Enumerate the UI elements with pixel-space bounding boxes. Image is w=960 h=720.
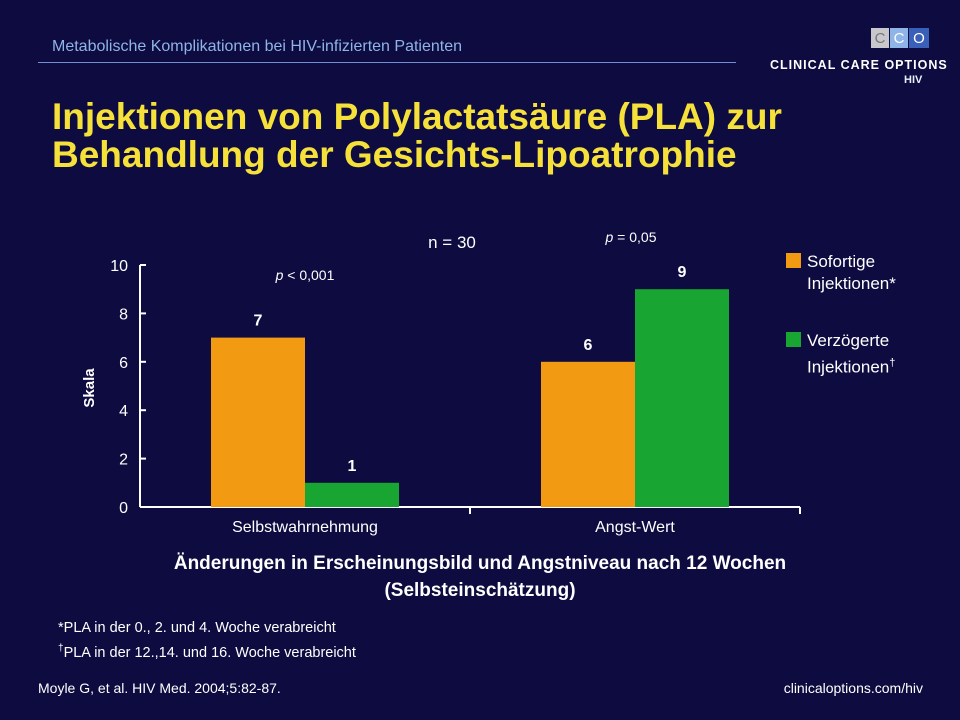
- legend-swatch-verzoegerte: [786, 332, 801, 347]
- header-divider: [38, 62, 736, 63]
- legend-label-verzoegerte-text: Injektionen: [807, 357, 890, 377]
- legend-label-verzoegerte-line1: Verzögerte: [807, 331, 890, 350]
- p-value-annotation-1: p < 0,001: [275, 267, 335, 283]
- p-value-annotation-2: p = 0,05: [605, 229, 657, 245]
- legend-label-verzoegerte-line2: Injektionen†: [807, 352, 895, 379]
- bar: [541, 361, 635, 507]
- x-category-label: Selbstwahrnehmung: [232, 519, 378, 536]
- legend-dagger: †: [889, 357, 896, 369]
- bar-value-label: 7: [254, 313, 263, 330]
- footnote-2-text: PLA in der 12.,14. und 16. Woche verabre…: [63, 644, 356, 661]
- legend-label-verzoegerte: Verzögerte Injektionen†: [807, 330, 895, 379]
- bar-value-label: 1: [348, 458, 357, 475]
- legend-item-sofortige: Sofortige Injektionen*: [786, 251, 896, 295]
- y-tick-label: 2: [119, 452, 128, 469]
- y-tick-label: 8: [119, 306, 128, 323]
- bar: [211, 337, 305, 507]
- chart-caption: Änderungen in Erscheinungsbild und Angst…: [60, 550, 900, 604]
- title-line-2: Behandlung der Gesichts-Lipoatrophie: [52, 134, 737, 176]
- y-axis-title: Skala: [81, 368, 98, 408]
- cco-logo-icon: C C O: [871, 28, 929, 48]
- header-subtitle: Metabolische Komplikationen bei HIV-infi…: [52, 38, 463, 55]
- svg-text:C: C: [875, 30, 886, 47]
- caption-line-1: Änderungen in Erscheinungsbild und Angst…: [173, 553, 787, 574]
- logo-sub: HIV: [904, 74, 923, 86]
- svg-text:O: O: [913, 30, 925, 47]
- y-tick-label: 4: [119, 403, 128, 420]
- bar-value-label: 9: [678, 264, 687, 281]
- citation: Moyle G, et al. HIV Med. 2004;5:82-87.: [38, 680, 281, 696]
- legend-swatch-sofortige: [786, 253, 801, 268]
- x-category-label: Angst-Wert: [595, 519, 675, 536]
- legend-item-verzoegerte: Verzögerte Injektionen†: [786, 330, 895, 379]
- page-title: Injektionen von Polylactatsäure (PLA) zu…: [52, 96, 912, 176]
- bar: [635, 289, 729, 507]
- logo-name: CLINICAL CARE OPTIONS: [770, 58, 948, 72]
- title-line-1: Injektionen von Polylactatsäure (PLA) zu…: [52, 96, 782, 137]
- y-tick-label: 6: [119, 355, 128, 372]
- sample-size-annotation: n = 30: [428, 233, 476, 252]
- y-tick-label: 0: [119, 500, 128, 517]
- legend-label-sofortige-line2: Injektionen*: [807, 274, 896, 293]
- footnote-2: †PLA in der 12.,14. und 16. Woche verabr…: [58, 643, 356, 661]
- legend-label-sofortige: Sofortige Injektionen*: [807, 251, 896, 295]
- y-tick-label: 10: [110, 258, 128, 275]
- website: clinicaloptions.com/hiv: [783, 680, 923, 696]
- footnote-1: *PLA in der 0., 2. und 4. Woche verabrei…: [58, 620, 336, 636]
- svg-text:C: C: [894, 30, 905, 47]
- caption-line-2: (Selbsteinschätzung): [384, 580, 576, 601]
- bar: [305, 482, 399, 507]
- legend-label-sofortige-line1: Sofortige: [807, 252, 876, 271]
- bar-value-label: 6: [584, 337, 593, 354]
- footnote-dagger: †: [58, 643, 64, 654]
